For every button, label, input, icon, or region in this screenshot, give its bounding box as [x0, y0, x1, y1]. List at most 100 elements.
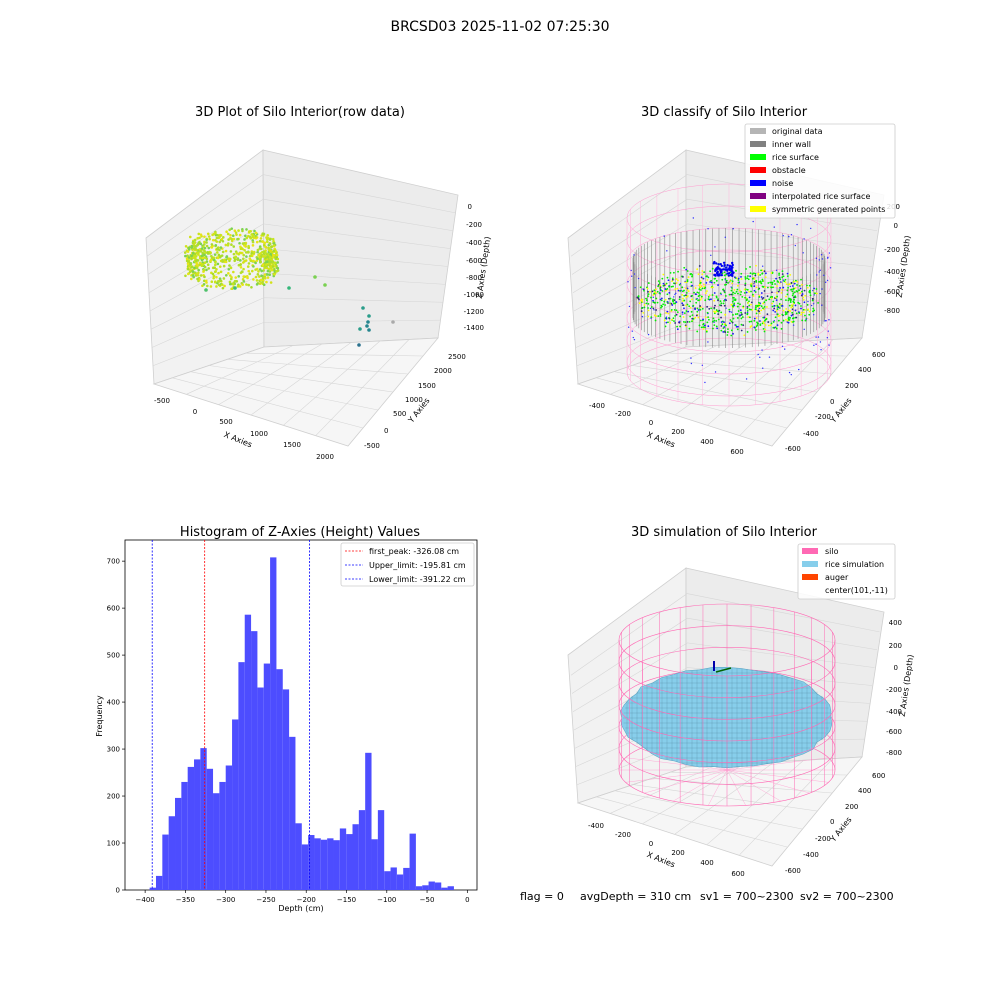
sim-xtick: 200 — [671, 849, 684, 857]
classify-noise-cluster-point — [714, 269, 717, 273]
classify-point — [771, 302, 774, 305]
classify-point — [738, 289, 741, 292]
classify-point — [815, 288, 818, 290]
raw-point — [195, 244, 198, 247]
classify-legend-label: noise — [772, 179, 793, 188]
raw-point — [241, 270, 244, 274]
classify-point — [764, 286, 767, 289]
classify-point — [645, 302, 648, 305]
classify-point — [715, 309, 718, 311]
classify-noise-point — [682, 313, 684, 315]
raw-point — [246, 251, 250, 254]
classify-point — [772, 321, 775, 323]
classify-noise-point — [815, 257, 818, 260]
raw-point — [216, 262, 220, 266]
classify-point — [691, 294, 693, 297]
classify-point — [674, 322, 677, 324]
raw-point — [235, 233, 238, 236]
classify-noise-point — [650, 317, 652, 319]
raw-point — [241, 242, 245, 245]
classify-point — [681, 286, 684, 289]
classify-point — [666, 276, 669, 279]
classify-point — [691, 284, 694, 287]
raw-xticks: -500 0 500 1000 1500 2000 — [154, 397, 334, 461]
classify-point — [771, 283, 774, 286]
classify-point — [733, 302, 736, 305]
classify-point — [702, 326, 705, 328]
raw-point — [195, 272, 198, 276]
histogram-xtick-label: −250 — [256, 896, 275, 904]
classify-point — [695, 301, 698, 304]
raw-point — [203, 275, 206, 279]
classify-point — [778, 274, 780, 276]
classify-point — [777, 319, 780, 322]
histogram-bar — [175, 797, 182, 890]
raw-point — [241, 229, 244, 233]
classify-point — [789, 316, 792, 319]
classify-point — [696, 291, 699, 294]
raw-ztick: -1200 — [464, 308, 484, 316]
raw-point — [237, 229, 240, 232]
classify-point — [667, 321, 669, 324]
raw-point — [203, 246, 207, 250]
classify-noise-point — [813, 294, 815, 296]
grid-line — [149, 248, 449, 312]
histogram-bar — [251, 631, 258, 890]
classify-noise-point — [752, 220, 754, 223]
raw-point — [250, 269, 254, 273]
histogram-xtick-label: 0 — [465, 896, 469, 904]
classify-point — [691, 298, 693, 301]
classify-point — [777, 290, 780, 293]
classify-point — [649, 290, 651, 293]
classify-point — [751, 273, 754, 275]
classify-point — [787, 286, 790, 289]
classify-point — [683, 312, 686, 315]
classify-point — [804, 314, 806, 317]
raw-point — [206, 284, 209, 288]
raw-point — [216, 247, 219, 250]
classify-point — [813, 292, 816, 295]
raw-point — [268, 255, 272, 259]
raw-point — [201, 256, 204, 260]
classify-point — [722, 302, 725, 305]
histogram-bar — [168, 816, 176, 890]
classify-point — [768, 298, 771, 301]
classify-point — [761, 285, 764, 288]
classify-point — [786, 289, 789, 292]
classify-point — [787, 318, 790, 321]
raw-point — [201, 251, 205, 255]
classify-point — [685, 287, 687, 290]
histogram-bar — [257, 687, 264, 890]
raw-point — [250, 285, 253, 289]
raw-point — [254, 234, 257, 238]
raw-point — [246, 265, 250, 268]
classify-point — [676, 328, 679, 331]
classify-point — [759, 274, 762, 276]
classify-legend-swatch — [750, 206, 766, 212]
classify-noise-cluster-point — [713, 273, 716, 277]
classify-point — [694, 316, 697, 319]
raw-point — [265, 255, 269, 258]
raw-xtick: 1500 — [283, 441, 301, 449]
classify-point — [717, 313, 720, 316]
classify-point — [694, 287, 697, 289]
raw-point — [225, 255, 229, 258]
classify-noise-point — [663, 235, 665, 237]
raw-point — [265, 252, 269, 256]
classify-point — [659, 298, 662, 301]
raw-point — [183, 251, 187, 254]
sim-ytick: -600 — [785, 867, 801, 875]
sim-rice-surface — [619, 666, 833, 769]
raw-point — [191, 274, 195, 277]
raw-point — [214, 270, 217, 273]
raw-point — [266, 234, 270, 237]
classify-point — [737, 310, 740, 312]
histogram-title: Histogram of Z-Axies (Height) Values — [180, 525, 420, 540]
classify-point — [723, 323, 726, 325]
raw-point — [221, 258, 224, 262]
classify-point — [781, 288, 783, 291]
classify-point — [737, 325, 739, 328]
raw-point — [230, 239, 234, 243]
histogram-bar — [396, 874, 404, 890]
classify-point — [808, 291, 811, 293]
